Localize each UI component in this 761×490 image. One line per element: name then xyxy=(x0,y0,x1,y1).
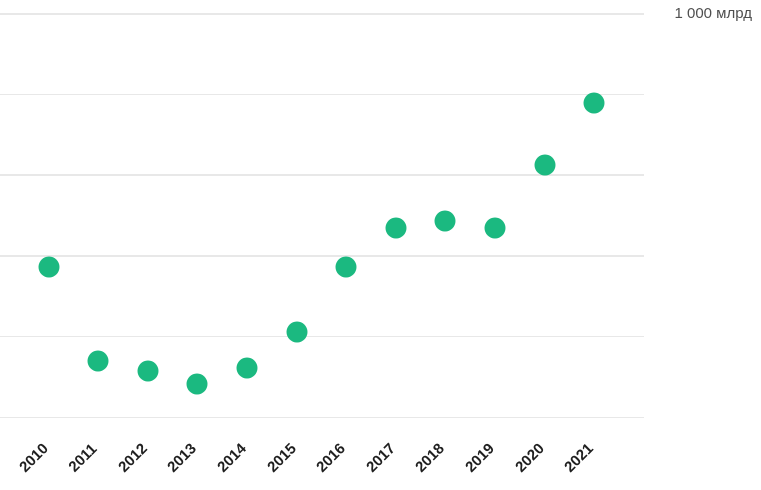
data-point-2011[interactable] xyxy=(87,350,109,372)
x-tick-2020: 2020 xyxy=(511,440,548,476)
data-point-2020[interactable] xyxy=(534,154,555,176)
x-tick-2018: 2018 xyxy=(412,440,449,476)
data-point-2016[interactable] xyxy=(335,256,357,278)
data-point-2010[interactable] xyxy=(38,256,59,278)
data-point-2021[interactable] xyxy=(583,92,605,114)
data-point-2012[interactable] xyxy=(137,360,159,381)
gridline-600 xyxy=(0,174,644,176)
data-point-2014[interactable] xyxy=(236,357,258,379)
x-tick-2017: 2017 xyxy=(362,440,399,476)
gridline-200 xyxy=(0,335,644,338)
x-tick-2010: 2010 xyxy=(15,440,52,476)
data-point-2019[interactable] xyxy=(484,217,506,239)
gridline-400 xyxy=(0,255,644,257)
gridline-1000 xyxy=(0,13,644,15)
gridline-0 xyxy=(0,416,644,418)
x-tick-2013: 2013 xyxy=(164,440,201,476)
data-point-2017[interactable] xyxy=(385,217,407,239)
x-tick-2019: 2019 xyxy=(462,440,498,476)
y-axis-max-label: 1 000 млрд xyxy=(674,5,752,22)
x-tick-2011: 2011 xyxy=(65,440,101,476)
x-tick-2015: 2015 xyxy=(263,440,300,476)
data-point-2015[interactable] xyxy=(286,321,307,343)
x-tick-2014: 2014 xyxy=(214,440,250,476)
data-point-2013[interactable] xyxy=(186,373,208,395)
x-tick-2016: 2016 xyxy=(313,440,349,476)
x-tick-2012: 2012 xyxy=(114,440,151,476)
gridline-800 xyxy=(0,93,644,96)
x-tick-2021: 2021 xyxy=(561,440,597,476)
data-point-2018[interactable] xyxy=(434,210,456,232)
